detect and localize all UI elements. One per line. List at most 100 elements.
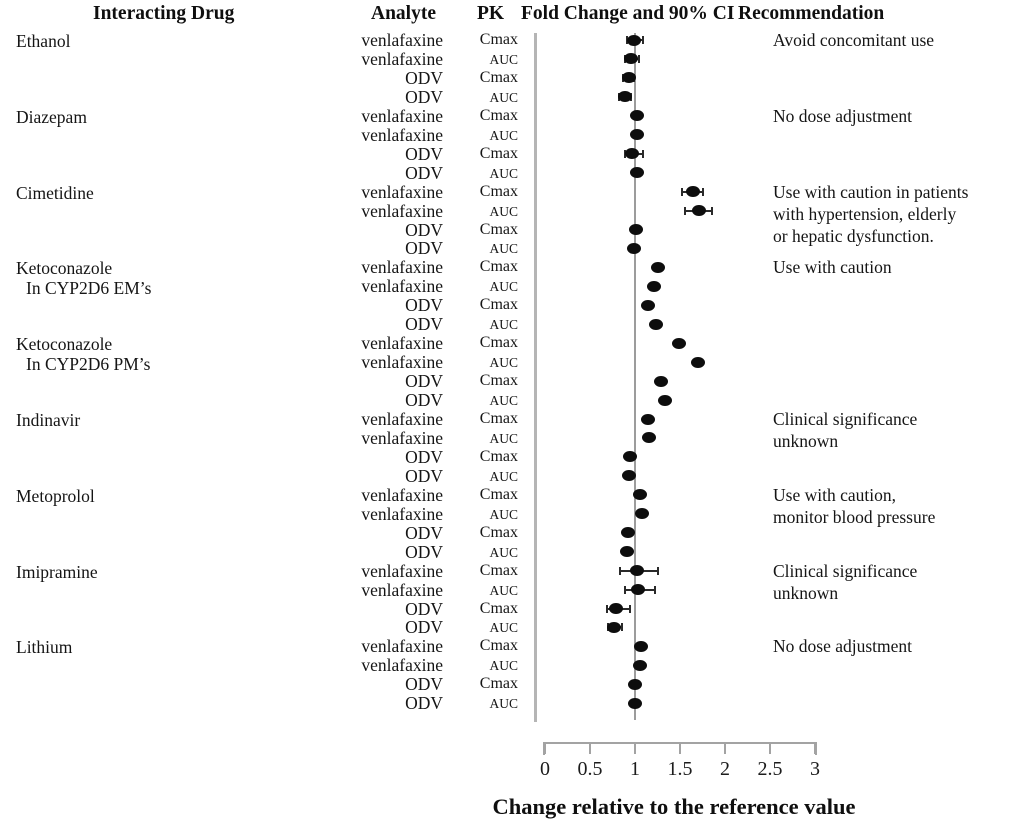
- analyte-label: ODV: [405, 390, 443, 411]
- recommendation-line: with hypertension, elderly: [773, 203, 957, 224]
- analyte-label: ODV: [405, 295, 443, 316]
- data-point: [621, 72, 636, 84]
- analyte-label: ODV: [405, 238, 443, 259]
- data-point: [640, 299, 655, 311]
- recommendation-line: or hepatic dysfunction.: [773, 225, 934, 246]
- analyte-label: ODV: [405, 674, 443, 695]
- drug-label: Diazepam: [16, 106, 87, 127]
- pk-label: AUC: [489, 317, 518, 333]
- data-point: [618, 91, 633, 103]
- pk-label: AUC: [489, 51, 518, 67]
- drug-label: Imipramine: [16, 561, 98, 582]
- drug-label-line2: In CYP2D6 EM’s: [26, 277, 152, 298]
- recommendation-text: Clinical significance unknown: [773, 560, 917, 604]
- pk-label: AUC: [489, 393, 518, 409]
- x-tick-label: 0.5: [577, 758, 603, 780]
- pk-label: AUC: [489, 203, 518, 219]
- analyte-label: ODV: [405, 617, 443, 638]
- analyte-label: ODV: [405, 86, 443, 107]
- x-tick-label: 2: [720, 758, 730, 780]
- analyte-label: venlafaxine: [361, 560, 443, 581]
- data-point: [642, 432, 657, 444]
- analyte-label: ODV: [405, 162, 443, 183]
- recommendation-line: Use with caution: [773, 257, 892, 278]
- pk-label: AUC: [489, 241, 518, 257]
- recommendation-line: Use with caution in patients: [773, 181, 969, 202]
- x-tick: [544, 742, 546, 754]
- drug-label-line2: In CYP2D6 PM’s: [26, 353, 151, 374]
- pk-label: AUC: [489, 544, 518, 560]
- pk-label: Cmax: [479, 182, 518, 200]
- pk-label: AUC: [489, 468, 518, 484]
- ci-cap-right: [620, 623, 623, 632]
- ci-cap-right: [642, 36, 645, 44]
- drug-label: Indinavir: [16, 410, 81, 430]
- pk-label: AUC: [489, 506, 518, 522]
- recommendation-text: Use with caution: [773, 256, 892, 278]
- col-header-analyte: Analyte: [371, 3, 436, 24]
- col-header-recommendation: Recommendation: [738, 3, 885, 24]
- drug-label: Cimetidine: [16, 182, 94, 203]
- data-point: [630, 584, 645, 596]
- data-point: [625, 148, 640, 160]
- pk-label: AUC: [489, 89, 518, 105]
- pk-label: Cmax: [479, 334, 518, 352]
- analyte-label: venlafaxine: [361, 105, 443, 126]
- analyte-label: ODV: [405, 598, 443, 619]
- pk-label: Cmax: [479, 106, 518, 124]
- analyte-label: venlafaxine: [361, 409, 443, 429]
- analyte-label: venlafaxine: [361, 333, 443, 354]
- ci-cap-right: [628, 604, 631, 613]
- analyte-label: venlafaxine: [361, 636, 443, 657]
- data-point: [628, 697, 642, 709]
- drug-label: Ketoconazole: [16, 334, 113, 355]
- pk-label: Cmax: [479, 447, 518, 465]
- analyte-label: ODV: [405, 143, 443, 164]
- ci-cap-right: [637, 54, 640, 63]
- data-point: [657, 394, 672, 406]
- recommendation-line: Avoid concomitant use: [773, 30, 935, 50]
- pk-label: AUC: [489, 355, 518, 371]
- data-point: [627, 34, 642, 46]
- pk-label: Cmax: [479, 523, 518, 541]
- analyte-label: venlafaxine: [361, 655, 443, 676]
- analyte-label: venlafaxine: [361, 276, 443, 297]
- pk-label: AUC: [489, 165, 518, 181]
- col-header-interacting-drug: Interacting Drug: [93, 3, 235, 24]
- ci-cap-left: [684, 206, 687, 215]
- pk-label: Cmax: [479, 144, 518, 162]
- data-point: [609, 603, 624, 614]
- drug-label: Ketoconazole: [16, 258, 113, 279]
- ci-cap-right: [710, 206, 713, 215]
- pk-label: AUC: [489, 658, 518, 674]
- reference-line: [634, 33, 636, 720]
- x-tick: [589, 742, 591, 754]
- recommendation-line: Clinical significance: [773, 409, 918, 429]
- data-point: [685, 186, 700, 198]
- ci-cap-right: [657, 566, 660, 575]
- data-point: [620, 527, 635, 539]
- recommendation-text: No dose adjustment: [773, 105, 912, 127]
- x-tick-label: 0: [540, 758, 550, 780]
- analyte-label: venlafaxine: [361, 503, 443, 524]
- analyte-label: ODV: [405, 465, 443, 486]
- pk-label: Cmax: [479, 485, 518, 503]
- analyte-label: venlafaxine: [361, 181, 443, 202]
- data-point: [622, 451, 637, 463]
- data-point: [629, 110, 644, 122]
- analyte-label: venlafaxine: [361, 427, 443, 448]
- data-point: [646, 280, 661, 292]
- x-tick: [724, 742, 726, 754]
- data-point: [648, 318, 663, 330]
- ci-cap-left: [625, 36, 628, 44]
- pk-label: Cmax: [479, 68, 518, 86]
- ci-cap-left: [624, 585, 627, 594]
- analyte-label: ODV: [405, 371, 443, 392]
- analyte-label: venlafaxine: [361, 352, 443, 373]
- analyte-label: ODV: [405, 67, 443, 88]
- analyte-label: venlafaxine: [361, 257, 443, 278]
- analyte-label: venlafaxine: [361, 30, 443, 50]
- pk-label: AUC: [489, 430, 518, 446]
- data-point: [635, 508, 650, 520]
- ci-cap-right: [642, 149, 645, 158]
